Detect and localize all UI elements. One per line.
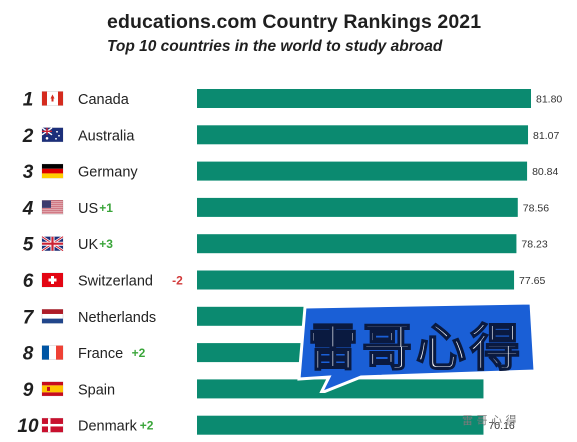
rank-number: 6 bbox=[23, 271, 34, 292]
tick-label: France bbox=[78, 346, 123, 362]
rank-change-badge: +1 bbox=[99, 201, 113, 215]
tick-label: US bbox=[78, 201, 98, 217]
data-label: 70.16 bbox=[488, 420, 514, 432]
bar bbox=[197, 234, 517, 254]
spain-flag-icon bbox=[41, 381, 64, 397]
bar bbox=[197, 415, 484, 435]
rank-number: 5 bbox=[23, 235, 34, 256]
tick-label: Canada bbox=[78, 92, 130, 108]
rank-number: 3 bbox=[23, 162, 34, 183]
france-flag-icon bbox=[41, 345, 64, 360]
rank-change-badge: -2 bbox=[172, 274, 183, 288]
watermark-badge-text: 雷哥心得 bbox=[307, 318, 524, 378]
bar bbox=[197, 125, 529, 145]
data-label: 78.23 bbox=[521, 239, 547, 251]
data-label: 81.80 bbox=[536, 94, 562, 106]
data-label: 77.65 bbox=[519, 275, 545, 287]
canada-flag-icon bbox=[41, 91, 64, 106]
data-label: 78.56 bbox=[523, 202, 549, 214]
uk-flag-icon bbox=[41, 235, 64, 252]
tick-label: Denmark bbox=[78, 419, 138, 435]
badge-shape bbox=[297, 301, 537, 393]
rank-change-badge: +2 bbox=[132, 346, 146, 360]
tick-label: Australia bbox=[78, 128, 135, 144]
bar bbox=[197, 89, 531, 108]
rank-number: 10 bbox=[17, 416, 39, 437]
rank-number: 2 bbox=[22, 126, 34, 147]
rank-change-badge: +3 bbox=[99, 237, 113, 251]
rank-number: 1 bbox=[23, 90, 34, 111]
switzerland-flag-icon bbox=[41, 272, 64, 288]
tick-label: Spain bbox=[78, 382, 115, 398]
germany-flag-icon bbox=[41, 163, 64, 179]
watermark-text: 雷 哥 心 得 bbox=[462, 414, 517, 427]
tick-label: Germany bbox=[78, 165, 138, 181]
tick-label: Switzerland bbox=[78, 274, 153, 290]
denmark-flag-icon bbox=[41, 417, 64, 433]
us-flag-icon bbox=[41, 200, 64, 215]
watermark-badge bbox=[297, 301, 537, 393]
rank-change-badge: +2 bbox=[140, 419, 154, 433]
tick-label: UK bbox=[78, 237, 98, 253]
rank-number: 4 bbox=[22, 198, 34, 219]
data-label: 80.84 bbox=[532, 166, 558, 178]
bar bbox=[197, 270, 515, 290]
data-label: 81.07 bbox=[533, 130, 559, 142]
rank-number: 7 bbox=[23, 307, 35, 328]
bar bbox=[197, 379, 484, 399]
chart-subtitle: Top 10 countries in the world to study a… bbox=[107, 38, 443, 55]
rank-number: 9 bbox=[23, 380, 34, 401]
netherlands-flag-icon bbox=[41, 309, 64, 324]
rank-number: 8 bbox=[23, 344, 34, 365]
bar bbox=[197, 161, 528, 181]
chart-title: educations.com Country Rankings 2021 bbox=[107, 11, 482, 33]
australia-flag-icon bbox=[41, 127, 64, 143]
bar bbox=[197, 197, 518, 217]
tick-label: Netherlands bbox=[78, 310, 156, 326]
